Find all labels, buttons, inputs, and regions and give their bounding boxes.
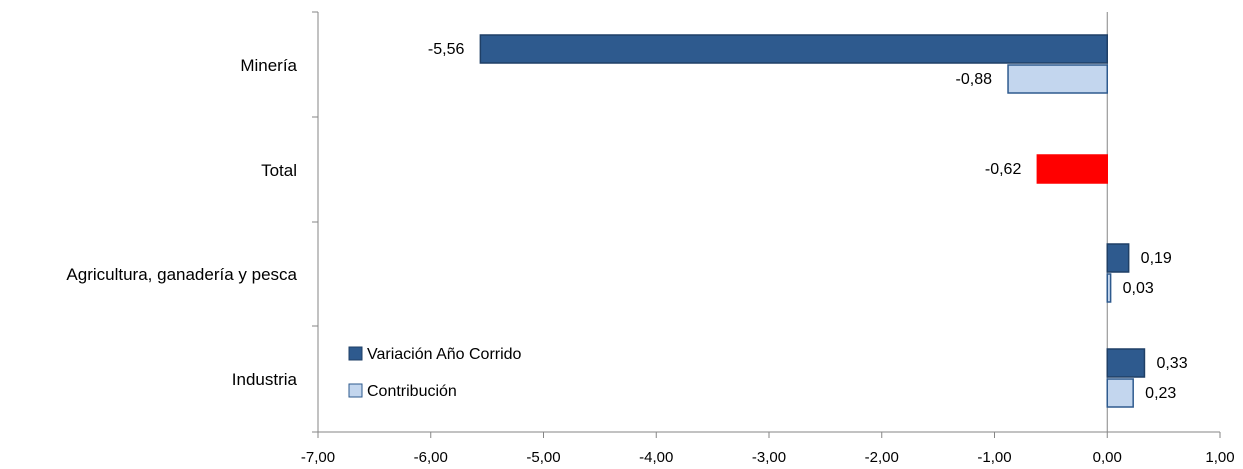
bar-variacion-industria — [1106, 348, 1146, 378]
axes: -7,00 -6,00 -5,00 -4,00 -3,00 -2,00 -1,00 0,00 1… — [66, 11, 1235, 466]
legend-label-contribucion: Contribución — [367, 383, 457, 400]
bars — [479, 34, 1146, 408]
bar-total-label: -0,62 — [985, 161, 1022, 178]
bar-variacion-mineria-label: -5,56 — [428, 41, 465, 58]
x-tick-label: 0,00 — [1093, 449, 1122, 466]
bar-variacion-agricultura-ganaderia-y-pesca-label: 0,19 — [1141, 250, 1172, 267]
legend-swatch-variacion — [348, 346, 363, 361]
bar-contribucion-agricultura-ganaderia-y-pesca-label: 0,03 — [1123, 280, 1154, 297]
bar-contribucion-industria-label: 0,23 — [1145, 385, 1176, 402]
bar-contribucion-mineria-label: -0,88 — [956, 71, 993, 88]
category-label-industria: Industria — [232, 370, 298, 389]
legend-swatch-contribucion — [348, 383, 363, 398]
bar-variacion-agricultura-ganaderia-y-pesca — [1106, 243, 1130, 273]
legend-label-variacion: Variación Año Corrido — [367, 346, 522, 363]
x-tick-label: -6,00 — [414, 449, 448, 466]
data-labels: -5,56 -0,88 0,19 0,03 0,33 0,23 -0,62 — [428, 41, 1188, 402]
bar-contribucion-mineria — [1007, 64, 1109, 94]
bar-total — [1036, 154, 1108, 184]
x-tick-label: -3,00 — [752, 449, 786, 466]
category-label-mineria: Minería — [240, 56, 297, 75]
bar-contribucion-industria — [1106, 378, 1134, 408]
x-tick-label: 1,00 — [1205, 449, 1234, 466]
bar-contribucion-agricultura-ganaderia-y-pesca — [1106, 273, 1112, 303]
category-label-agricultura-ganaderia-y-pesca: Agricultura, ganadería y pesca — [66, 265, 297, 284]
category-label-total: Total — [261, 161, 297, 180]
x-tick-label: -7,00 — [301, 449, 335, 466]
x-tick-label: -5,00 — [526, 449, 560, 466]
x-tick-label: -4,00 — [639, 449, 673, 466]
x-tick-label: -2,00 — [865, 449, 899, 466]
bar-variacion-mineria — [479, 34, 1108, 64]
bar-variacion-industria-label: 0,33 — [1156, 355, 1187, 372]
x-tick-label: -1,00 — [977, 449, 1011, 466]
legend: Variación Año Corrido Contribución — [348, 346, 522, 400]
